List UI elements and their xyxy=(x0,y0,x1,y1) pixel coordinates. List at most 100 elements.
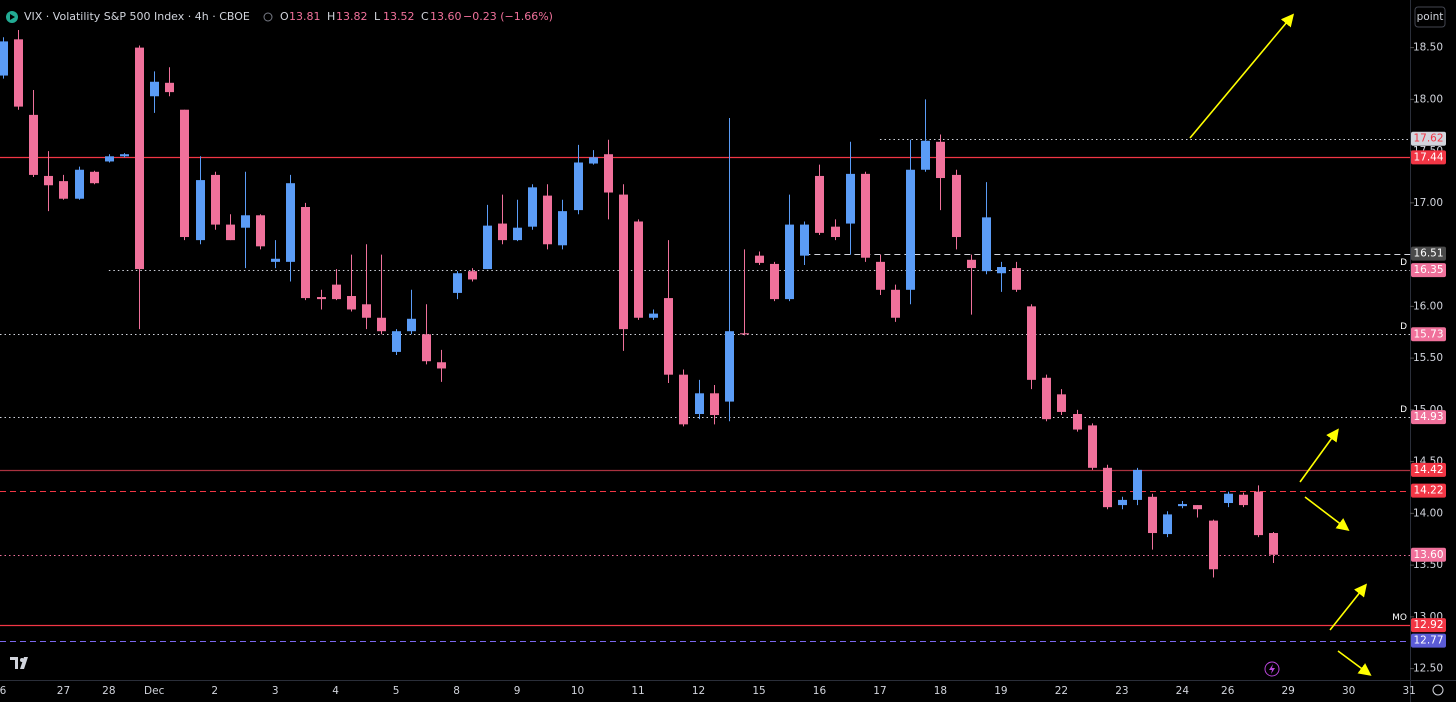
candle-body xyxy=(604,154,613,193)
candle-body xyxy=(815,175,824,233)
ohlc-key: C xyxy=(421,10,429,23)
candle-body xyxy=(831,226,840,238)
price-badge-label: 17.62 xyxy=(1413,133,1443,145)
candle-body xyxy=(1027,306,1036,380)
candle-body xyxy=(574,162,583,211)
candle-body xyxy=(226,224,235,241)
candle-body xyxy=(1118,499,1127,506)
ohlc-value: 13.81 xyxy=(289,10,321,23)
x-tick-label: 27 xyxy=(57,685,70,697)
x-tick-label: 6 xyxy=(0,685,7,697)
candle-body xyxy=(317,297,326,300)
x-tick-label: 17 xyxy=(873,685,886,697)
price-badge xyxy=(1411,327,1446,342)
candle-body xyxy=(407,318,416,332)
candle-body xyxy=(196,180,205,241)
lightning xyxy=(1269,664,1275,674)
candle-body xyxy=(1224,493,1233,504)
x-tick-label: 28 xyxy=(102,685,115,697)
candle-body xyxy=(1254,491,1263,536)
x-tick-label: 26 xyxy=(1221,685,1235,697)
price-badge-label: 14.22 xyxy=(1413,485,1443,497)
candle-body xyxy=(241,215,250,228)
candle-body xyxy=(876,261,885,290)
candle-body xyxy=(1193,505,1202,510)
x-tick-label: 19 xyxy=(994,685,1007,697)
lightning-icon[interactable] xyxy=(1264,661,1280,677)
candle-body xyxy=(695,393,704,415)
ohlc-key: O xyxy=(280,10,289,23)
x-tick-label: 18 xyxy=(934,685,947,697)
candle-body xyxy=(286,183,295,262)
x-tick-label: 11 xyxy=(631,685,644,697)
price-badge xyxy=(1411,618,1446,633)
candle-body xyxy=(513,227,522,241)
y-tick-label: 15.50 xyxy=(1413,352,1443,364)
change: −0.23 (−1.66%) xyxy=(463,10,553,23)
candle-body xyxy=(558,211,567,246)
symbol-icon-mark xyxy=(10,14,15,20)
candle-body xyxy=(14,39,23,107)
candle-body xyxy=(377,317,386,332)
y-tick-label: 17.00 xyxy=(1413,197,1443,209)
price-badge xyxy=(1411,246,1446,261)
candle-body xyxy=(1088,425,1097,468)
candle-body xyxy=(44,175,53,186)
settings-icon[interactable] xyxy=(1432,684,1444,696)
candle-body xyxy=(362,304,371,318)
market-status xyxy=(263,12,273,22)
candle-body xyxy=(543,195,552,245)
x-tick-label: 31 xyxy=(1402,685,1415,697)
price-badge xyxy=(1411,462,1446,477)
point-button-label[interactable]: point xyxy=(1417,11,1444,23)
price-badge xyxy=(1411,483,1446,498)
price-badge-label: 13.60 xyxy=(1413,549,1443,561)
x-tick-label: 3 xyxy=(272,685,279,697)
candle-body xyxy=(332,284,341,300)
candle-body xyxy=(528,187,537,227)
candle-body xyxy=(1163,514,1172,535)
candle-body xyxy=(770,263,779,300)
candle-body xyxy=(271,258,280,262)
candle-body xyxy=(1148,496,1157,534)
price-badge xyxy=(1411,547,1446,562)
price-badge xyxy=(1411,131,1446,146)
candle-body xyxy=(498,223,507,241)
x-tick-label: 30 xyxy=(1342,685,1355,697)
candle-body xyxy=(921,140,930,170)
x-tick-label: 2 xyxy=(211,685,218,697)
x-tick-label: 24 xyxy=(1176,685,1190,697)
candle-body xyxy=(982,217,991,272)
x-tick-label: 22 xyxy=(1055,685,1068,697)
candle-body xyxy=(29,114,38,175)
x-tick-label: 9 xyxy=(514,685,521,697)
level-tag: MO xyxy=(1392,613,1407,623)
x-tick-label: 12 xyxy=(692,685,705,697)
candle-body xyxy=(120,154,129,157)
candle-body xyxy=(755,255,764,263)
candle-body xyxy=(679,374,688,425)
candle-body xyxy=(1178,504,1187,507)
price-badge xyxy=(1411,633,1446,648)
candle-body xyxy=(483,225,492,270)
price-badge-label: 15.73 xyxy=(1413,328,1443,340)
candle-body xyxy=(906,169,915,290)
header: VIX · Volatility S&P 500 Index · 4h · CB… xyxy=(6,10,273,23)
y-tick-label: 16.00 xyxy=(1413,300,1443,312)
ohlc-key: L xyxy=(374,10,381,23)
candle-body xyxy=(785,224,794,300)
candle-body xyxy=(891,289,900,318)
price-badge xyxy=(1411,150,1446,165)
point-button[interactable] xyxy=(1414,6,1446,28)
price-badge-label: 14.93 xyxy=(1413,411,1443,423)
x-tick-label: 23 xyxy=(1115,685,1128,697)
y-tick-label: 12.50 xyxy=(1413,663,1443,675)
x-tick-label: Dec xyxy=(144,685,165,697)
candle-body xyxy=(150,81,159,97)
x-tick-label: 5 xyxy=(393,685,400,697)
candle-body xyxy=(710,393,719,416)
candle-body xyxy=(1012,268,1021,290)
candle-body xyxy=(75,169,84,199)
level-tag: D xyxy=(1400,405,1407,415)
